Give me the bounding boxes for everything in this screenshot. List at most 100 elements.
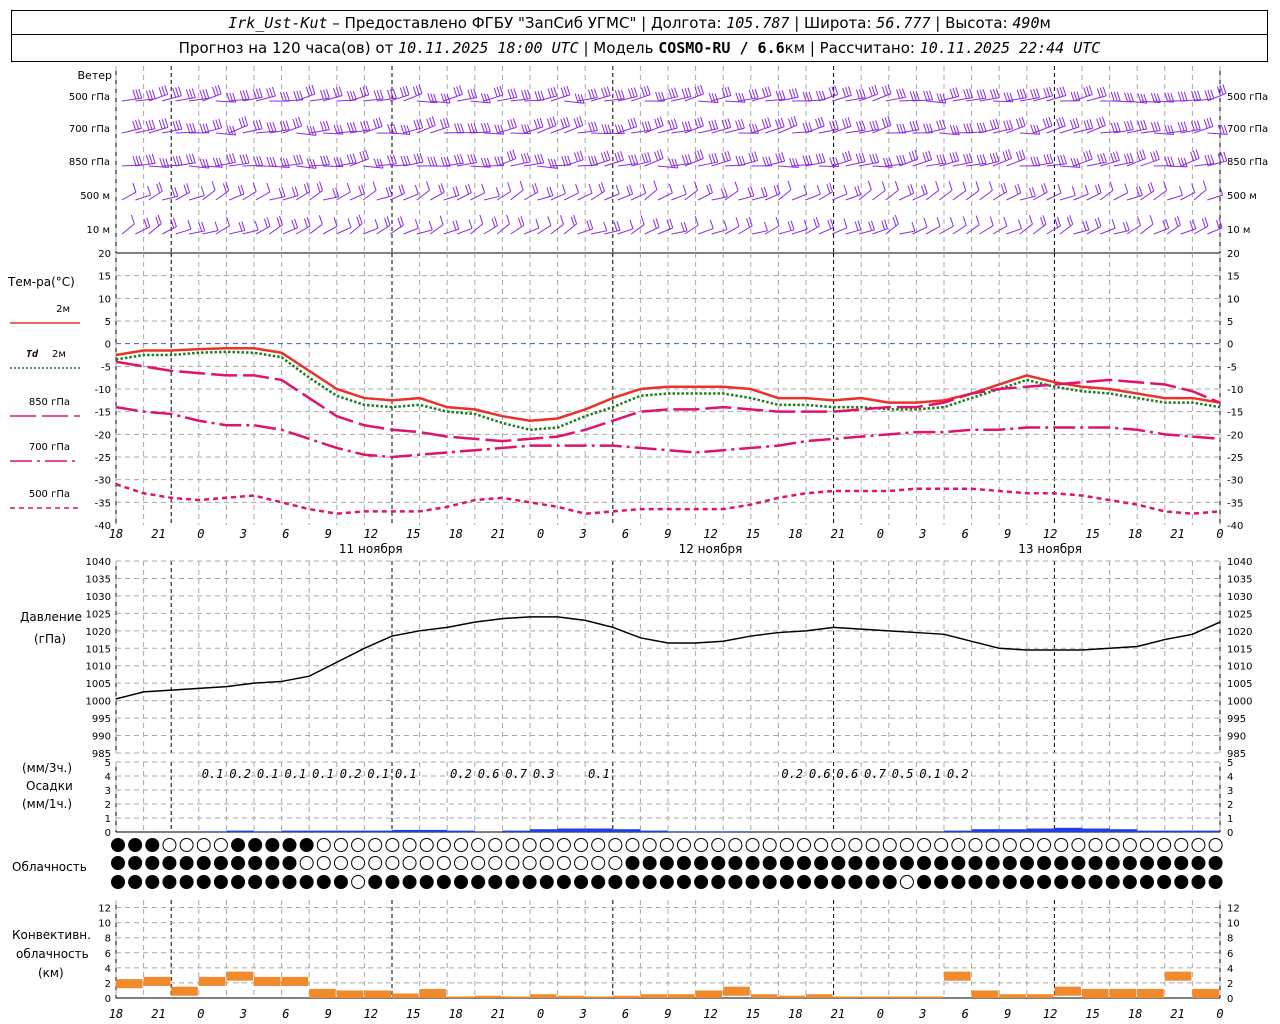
- cloud-cover-symbol: [213, 838, 228, 852]
- wind-barb-feather: [604, 124, 609, 134]
- hour-tick-label-bottom: 0: [197, 1007, 204, 1021]
- wind-barb: [363, 227, 379, 235]
- wind-barb-feather: [269, 157, 274, 167]
- wind-barb-feather: [644, 152, 649, 163]
- wind-barb-feather: [630, 118, 635, 128]
- wind-barb-feather: [1088, 150, 1093, 160]
- wind-barb: [362, 190, 377, 201]
- latitude-label: | Широта:: [789, 13, 877, 32]
- conv-tick-right: 0: [1227, 994, 1233, 1005]
- wind-level-label-right: 500 м: [1227, 191, 1257, 202]
- wind-barb-feather: [335, 87, 340, 97]
- wind-barb-feather: [817, 117, 822, 128]
- wind-barb-feather: [1040, 216, 1045, 227]
- wind-barb-feather: [390, 154, 394, 165]
- header-forecast-line: Прогноз на 120 часа(ов) от 10.11.2025 18…: [11, 35, 1268, 62]
- wind-barb-feather: [655, 218, 660, 228]
- cloud-cover-symbol: [539, 875, 554, 889]
- wind-barb: [135, 226, 150, 235]
- wind-barb-feather: [697, 117, 702, 128]
- wind-barb-feather: [881, 86, 886, 97]
- wind-barb: [764, 225, 780, 235]
- wind-barb-feather: [684, 88, 689, 98]
- precip-bar: [226, 830, 254, 832]
- wind-barb-feather: [534, 154, 539, 164]
- wind-barb: [952, 224, 967, 235]
- wind-barb-feather: [1085, 220, 1090, 231]
- temp-legend-label: 700 гПа: [29, 442, 70, 453]
- wind-barb-feather: [272, 121, 277, 132]
- wind-barb: [537, 125, 557, 134]
- wind-barb-feather: [694, 216, 699, 226]
- cloud-cover-symbol: [728, 875, 743, 889]
- wind-barb-feather: [1202, 180, 1207, 190]
- wind-barb-feather: [175, 87, 180, 97]
- wind-barb-feather: [600, 182, 605, 192]
- temp-tick-right: -10: [1227, 385, 1243, 396]
- wind-barb-feather: [561, 156, 566, 166]
- wind-barb-feather: [1063, 154, 1067, 164]
- wind-barb-feather: [540, 90, 545, 101]
- wind-barb-feather: [896, 123, 901, 134]
- wind-barb-feather: [217, 84, 222, 95]
- model-unit: км: [784, 39, 806, 57]
- wind-barb: [617, 193, 633, 201]
- temp-tick-left: -10: [95, 385, 111, 396]
- hour-tick-label: 21: [151, 527, 165, 541]
- wind-barb: [845, 229, 862, 235]
- wind-barb-feather: [1204, 216, 1209, 227]
- wind-barb-feather: [588, 183, 593, 194]
- wind-barb: [161, 226, 177, 235]
- cloud-cover-symbol: [522, 838, 537, 852]
- cloud-cover-symbol: [145, 838, 160, 852]
- wind-barb-feather: [145, 154, 150, 165]
- wind-barb-feather: [855, 153, 860, 164]
- wind-barb-feather: [966, 153, 970, 163]
- wind-barb-feather: [429, 117, 434, 127]
- wind-barb-feather: [709, 219, 714, 229]
- wind-barb-feather: [899, 155, 904, 165]
- cloud-cover-symbol: [1088, 838, 1103, 852]
- wind-barb-feather: [187, 220, 192, 230]
- wind-barb: [684, 224, 699, 235]
- wind-barb-feather: [372, 119, 377, 129]
- wind-barb-feather: [684, 154, 689, 164]
- wind-barb-feather: [735, 156, 740, 166]
- temp-title: Тем-ра(°С): [7, 275, 75, 289]
- wind-barb-feather: [1071, 186, 1076, 196]
- wind-barb-feather: [177, 86, 182, 96]
- wind-barb-feather: [560, 215, 565, 225]
- cloud-cover-symbol: [779, 838, 794, 852]
- hour-tick-label: 9: [1004, 527, 1011, 541]
- cloud-cover-symbol: [848, 875, 863, 889]
- press-tick-left: 985: [92, 749, 111, 760]
- wind-barb-feather: [687, 120, 692, 131]
- wind-barb-feather: [847, 117, 852, 127]
- wind-barb-feather: [841, 119, 846, 129]
- wind-barb: [1140, 158, 1160, 167]
- convective-bar: [474, 995, 502, 998]
- hour-tick-label: 15: [1085, 527, 1099, 541]
- wind-barb-feather: [1002, 151, 1007, 161]
- wind-barb-feather: [226, 92, 231, 102]
- wind-barb-feather: [1216, 86, 1221, 96]
- press-tick-right: 1005: [1227, 679, 1252, 690]
- precip-unit-3h: (мм/3ч.): [22, 761, 72, 775]
- wind-barb-feather: [1043, 88, 1048, 98]
- wind-barb-feather: [614, 90, 619, 100]
- wind-barb-feather: [767, 86, 772, 96]
- wind-barb-feather: [626, 185, 631, 196]
- precip-tick-left: 0: [105, 828, 111, 839]
- wind-barb-feather: [372, 181, 377, 191]
- wind-barb-feather: [681, 88, 686, 99]
- wind-barb: [684, 93, 704, 102]
- cloud-cover-symbol: [128, 838, 143, 852]
- wind-barb-feather: [453, 87, 458, 97]
- wind-barb-feather: [1045, 117, 1050, 128]
- wind-barb-feather: [1123, 154, 1128, 164]
- wind-barb-feather: [158, 87, 163, 97]
- press-tick-left: 1030: [86, 592, 111, 603]
- wind-barb-feather: [643, 86, 648, 96]
- cloud-cover-symbol: [642, 875, 657, 889]
- wind-barb-feather: [509, 150, 514, 160]
